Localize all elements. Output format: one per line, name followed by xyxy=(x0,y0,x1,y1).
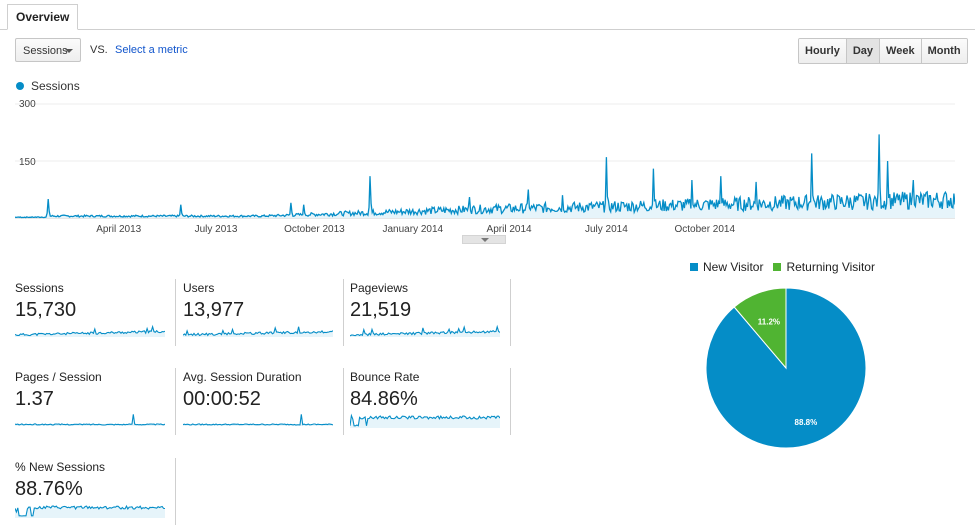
tile-label: Users xyxy=(183,281,215,295)
pie-legend-item[interactable]: New Visitor xyxy=(690,260,763,274)
tile-value: 84.86% xyxy=(350,388,418,410)
tile-label: Pageviews xyxy=(350,281,409,295)
pie-slice-label: 11.2% xyxy=(758,317,780,326)
series-dot-icon xyxy=(16,82,24,90)
tile-label: Bounce Rate xyxy=(350,370,420,384)
x-axis-label: April 2014 xyxy=(487,224,532,235)
hourly-button[interactable]: Hourly xyxy=(799,39,847,63)
sparkline-line xyxy=(350,413,500,427)
metric-select-value: Sessions xyxy=(23,45,68,57)
x-axis-label: April 2013 xyxy=(96,224,141,235)
sessions-line-chart[interactable]: 300 150 April 2013 July 2013 October 2013 J… xyxy=(15,94,955,236)
tile-label: % New Sessions xyxy=(15,460,106,474)
chevron-down-icon xyxy=(65,49,73,53)
tile-label: Pages / Session xyxy=(15,370,102,384)
tile-value: 00:00:52 xyxy=(183,388,261,410)
vs-label: VS. xyxy=(90,44,108,56)
sessions-line xyxy=(15,134,955,219)
tile-value: 88.76% xyxy=(15,478,83,500)
metric-select[interactable]: Sessions xyxy=(15,38,81,62)
chart-collapse-handle[interactable] xyxy=(462,235,506,244)
sparkline-line xyxy=(15,504,165,517)
summary-tile-sessions[interactable]: Sessions 15,730 xyxy=(15,279,176,346)
legend-swatch-icon xyxy=(773,263,782,271)
pie-legend-label: New Visitor xyxy=(703,260,764,274)
pie-slice-returning-visitor[interactable] xyxy=(733,287,787,370)
sessions-sparkline xyxy=(15,324,165,337)
legend-swatch-icon xyxy=(690,263,698,271)
tab-bar: Overview xyxy=(0,0,975,30)
pageviews-sparkline xyxy=(350,324,500,337)
summary-tile-bounce-rate[interactable]: Bounce Rate 84.86% xyxy=(350,368,511,435)
summary-tile-pages-per-session[interactable]: Pages / Session 1.37 xyxy=(15,368,176,435)
summary-tile-users[interactable]: Users 13,977 xyxy=(183,279,344,346)
avg-session-duration-sparkline xyxy=(183,414,333,426)
legend-series-label: Sessions xyxy=(31,79,80,93)
pie-slice-label: 88.8% xyxy=(795,418,818,427)
tile-value: 15,730 xyxy=(15,299,77,321)
summary-tile-pageviews[interactable]: Pageviews 21,519 xyxy=(350,279,511,346)
week-button[interactable]: Week xyxy=(880,39,922,63)
sparkline-fill xyxy=(183,326,333,337)
y-tick-label: 150 xyxy=(19,157,36,168)
month-button[interactable]: Month xyxy=(921,39,967,63)
sparkline-line xyxy=(350,324,500,337)
sparkline-line xyxy=(15,324,165,337)
pages-per-session-sparkline xyxy=(15,414,165,426)
sparkline-line xyxy=(183,414,333,426)
chart-legend: Sessions xyxy=(16,79,80,93)
x-axis-label: July 2014 xyxy=(585,224,628,235)
select-metric-link[interactable]: Select a metric xyxy=(115,44,188,56)
tile-label: Sessions xyxy=(15,281,64,295)
bounce-rate-sparkline xyxy=(350,413,500,428)
chevron-down-icon xyxy=(481,238,489,242)
tile-label: Avg. Session Duration xyxy=(183,370,302,384)
sparkline-fill xyxy=(183,414,333,426)
pie-legend-item[interactable]: Returning Visitor xyxy=(773,260,875,274)
day-button[interactable]: Day xyxy=(846,39,881,63)
new-sessions-sparkline xyxy=(15,504,165,518)
pie-legend-label: Returning Visitor xyxy=(786,260,875,274)
sparkline-fill xyxy=(350,415,500,428)
tab-overview[interactable]: Overview xyxy=(7,4,79,30)
visitor-type-pie-chart[interactable]: 88.8% 11.2% xyxy=(703,285,869,451)
users-sparkline xyxy=(183,326,333,337)
y-tick-label: 300 xyxy=(19,99,36,110)
sparkline-fill xyxy=(15,326,165,337)
x-axis-label: October 2013 xyxy=(284,224,345,235)
summary-tile-avg-session-duration[interactable]: Avg. Session Duration 00:00:52 xyxy=(183,368,344,435)
x-axis-label: October 2014 xyxy=(674,224,735,235)
time-granularity-group: Hourly Day Week Month xyxy=(798,38,968,64)
tile-value: 21,519 xyxy=(350,299,412,321)
pie-legend: New Visitor Returning Visitor xyxy=(690,260,875,274)
summary-tile-new-sessions[interactable]: % New Sessions 88.76% xyxy=(15,458,176,525)
sparkline-line xyxy=(15,414,165,426)
tile-value: 13,977 xyxy=(183,299,245,321)
x-axis-label: January 2014 xyxy=(383,224,444,235)
sparkline-line xyxy=(183,326,333,337)
sessions-area-fill xyxy=(15,134,955,218)
x-axis-label: July 2013 xyxy=(195,224,238,235)
tile-value: 1.37 xyxy=(15,388,54,410)
